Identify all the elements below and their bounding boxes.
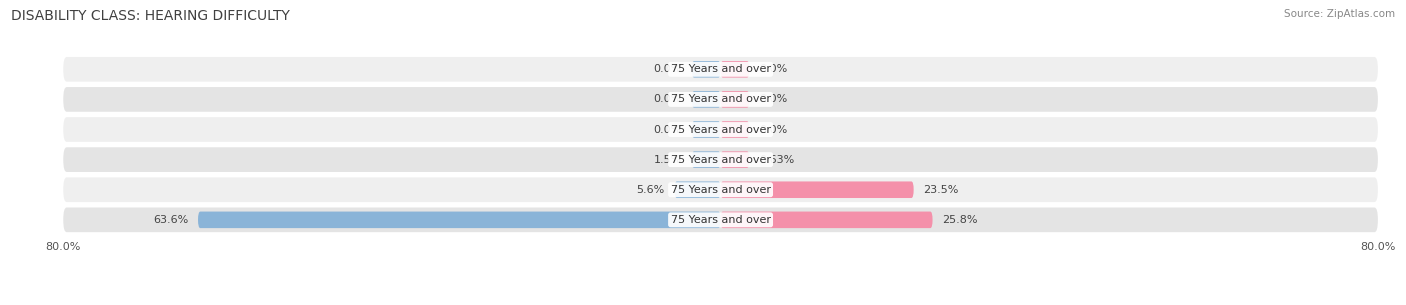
FancyBboxPatch shape	[63, 147, 1378, 172]
Text: 75 Years and over: 75 Years and over	[671, 185, 770, 195]
FancyBboxPatch shape	[720, 61, 749, 77]
Text: 75 Years and over: 75 Years and over	[671, 95, 770, 104]
FancyBboxPatch shape	[63, 117, 1378, 142]
FancyBboxPatch shape	[720, 121, 749, 138]
Text: 0.0%: 0.0%	[654, 95, 682, 104]
FancyBboxPatch shape	[63, 57, 1378, 82]
FancyBboxPatch shape	[692, 91, 720, 108]
Text: 0.0%: 0.0%	[654, 64, 682, 74]
Text: 25.8%: 25.8%	[942, 215, 979, 225]
Text: 0.0%: 0.0%	[759, 124, 787, 135]
Text: 0.0%: 0.0%	[654, 124, 682, 135]
FancyBboxPatch shape	[692, 151, 720, 168]
Text: 0.63%: 0.63%	[759, 155, 794, 165]
Text: 5.6%: 5.6%	[637, 185, 665, 195]
FancyBboxPatch shape	[720, 212, 932, 228]
Text: DISABILITY CLASS: HEARING DIFFICULTY: DISABILITY CLASS: HEARING DIFFICULTY	[11, 9, 290, 23]
Text: 75 Years and over: 75 Years and over	[671, 155, 770, 165]
Text: 75 Years and over: 75 Years and over	[671, 64, 770, 74]
Text: 75 Years and over: 75 Years and over	[671, 215, 770, 225]
Text: 1.5%: 1.5%	[654, 155, 682, 165]
Text: 75 Years and over: 75 Years and over	[671, 124, 770, 135]
Text: 63.6%: 63.6%	[153, 215, 188, 225]
FancyBboxPatch shape	[720, 181, 914, 198]
FancyBboxPatch shape	[692, 61, 720, 77]
Text: 0.0%: 0.0%	[759, 95, 787, 104]
FancyBboxPatch shape	[720, 91, 749, 108]
FancyBboxPatch shape	[720, 151, 749, 168]
FancyBboxPatch shape	[63, 207, 1378, 232]
Text: 23.5%: 23.5%	[924, 185, 959, 195]
FancyBboxPatch shape	[675, 181, 720, 198]
FancyBboxPatch shape	[692, 121, 720, 138]
FancyBboxPatch shape	[63, 87, 1378, 112]
FancyBboxPatch shape	[63, 178, 1378, 202]
Text: Source: ZipAtlas.com: Source: ZipAtlas.com	[1284, 9, 1395, 19]
FancyBboxPatch shape	[198, 212, 720, 228]
Text: 0.0%: 0.0%	[759, 64, 787, 74]
